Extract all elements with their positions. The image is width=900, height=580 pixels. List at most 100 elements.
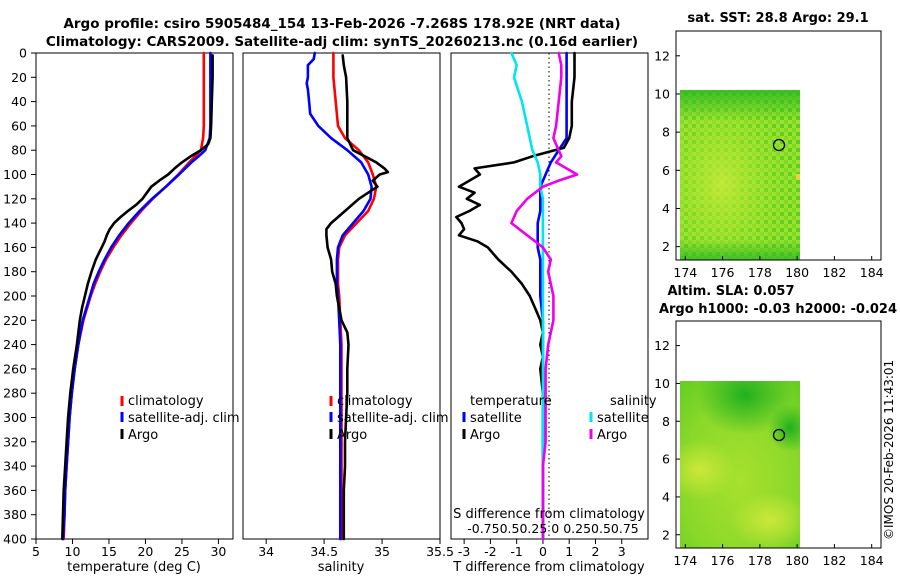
map-y-tick-label: 2 <box>662 527 670 542</box>
depth-tick-label: 220 <box>3 313 27 328</box>
map-x-tick-label: 184 <box>860 553 884 568</box>
map-x-tick-label: 176 <box>711 265 735 280</box>
map-x-tick-label: 180 <box>785 553 809 568</box>
map-y-tick-label: 10 <box>654 376 670 391</box>
sla-map-title: Altim. SLA: 0.057 <box>668 284 795 299</box>
x-tick-label: 20 <box>137 544 153 559</box>
s-difference-ticklabels: -0.750.50.25 0 0.250.50.75 <box>467 521 639 536</box>
x-tick-label: -3 <box>458 544 470 559</box>
map-y-tick-label: 12 <box>654 338 670 353</box>
depth-tick-label: 300 <box>3 410 27 425</box>
sla-map-ticks: 174 176 178 180 182 184 2 4 6 8 10 12 <box>654 338 884 568</box>
legend-label-climatology: climatology <box>128 394 204 409</box>
depth-tick-label: 260 <box>3 361 27 376</box>
sst-heatmap <box>680 90 800 260</box>
x-tick-label: 35.5 <box>426 544 454 559</box>
depth-tick-label: 240 <box>3 337 27 352</box>
difference-x-axis: -3 -2 -1 0 1 2 3 <box>458 539 626 559</box>
map-x-tick-label: 178 <box>748 553 772 568</box>
series-line-s-argo <box>510 51 579 541</box>
legend-group-salinity: salinity <box>610 394 657 409</box>
map-y-tick-label: 2 <box>662 239 670 254</box>
map-x-tick-label: 182 <box>822 265 846 280</box>
title-line1: Argo profile: csiro 5905484_154 13-Feb-2… <box>63 16 620 32</box>
legend-label-s-satellite: satellite <box>597 411 649 426</box>
map-x-tick-label: 182 <box>822 553 846 568</box>
legend-label-s-argo: Argo <box>597 428 627 443</box>
sst-map-title: sat. SST: 28.8 Argo: 29.1 <box>687 11 868 26</box>
depth-tick-label: 120 <box>3 191 27 206</box>
temperature-panel: 0 20 40 60 80 100 120 140 160 180 200 220 240 260 280 3… <box>3 46 239 576</box>
x-tick-label: 35 <box>374 544 390 559</box>
legend-group-temperature: temperature <box>470 394 552 409</box>
legend-label-satellite: satellite-adj. clim <box>128 411 240 426</box>
x-tick-label: 30 <box>210 544 226 559</box>
legend-label-t-argo: Argo <box>470 428 500 443</box>
temperature-xlabel: temperature (deg C) <box>67 560 201 575</box>
map-x-tick-label: 178 <box>748 265 772 280</box>
x-tick-label: 25 <box>174 544 190 559</box>
map-y-tick-label: 8 <box>662 414 670 429</box>
depth-tick-label: 340 <box>3 459 27 474</box>
legend-label-t-satellite: satellite <box>470 411 522 426</box>
map-y-tick-label: 6 <box>662 163 670 178</box>
series-line-argo <box>325 54 390 541</box>
map-y-tick-label: 4 <box>662 489 670 504</box>
x-tick-label: 0 <box>539 544 547 559</box>
series-line-argo <box>61 54 214 541</box>
depth-tick-label: 180 <box>3 264 27 279</box>
x-tick-label: 15 <box>101 544 117 559</box>
sst-axes-frame <box>675 30 882 261</box>
map-x-tick-label: 174 <box>673 553 697 568</box>
map-x-tick-label: 176 <box>711 553 735 568</box>
sst-argo-marker <box>772 138 786 152</box>
depth-tick-label: 80 <box>11 143 27 158</box>
sla-high-area-south <box>730 492 800 548</box>
sla-map-subtitle: Argo h1000: -0.03 h2000: -0.024 <box>659 302 897 317</box>
legend-label-climatology: climatology <box>337 394 413 409</box>
temperature-legend: climatology satellite-adj. clim Argo <box>120 394 240 443</box>
map-y-tick-label: 10 <box>654 86 670 101</box>
salinity-legend: climatology satellite-adj. clim Argo <box>329 394 449 443</box>
depth-tick-label: 400 <box>3 532 27 547</box>
series-line-satellite-adj-clim <box>305 51 373 541</box>
map-y-tick-label: 6 <box>662 452 670 467</box>
map-x-tick-label: 180 <box>785 265 809 280</box>
depth-tick-label: 160 <box>3 240 27 255</box>
salinity-x-axis: 34 34.5 35 35.5 <box>258 539 454 559</box>
depth-tick-label: 280 <box>3 386 27 401</box>
x-tick-label: 3 <box>618 544 626 559</box>
series-line-s-satellite <box>510 51 545 541</box>
sla-low-area-east <box>768 404 800 452</box>
depth-tick-label: 100 <box>3 167 27 182</box>
sst-map-ticks: 174 176 178 180 182 184 2 4 6 8 10 12 <box>654 48 884 280</box>
sst-warm-spot <box>796 174 800 180</box>
depth-axis: 0 20 40 60 80 100 120 140 160 180 200 220 240 260 280 3… <box>3 46 36 547</box>
map-x-tick-label: 184 <box>860 265 884 280</box>
x-tick-label: 2 <box>591 544 599 559</box>
sla-axes-frame <box>675 320 882 549</box>
salinity-xlabel: salinity <box>318 560 365 575</box>
salinity-panel: 34 34.5 35 35.5 salinity climatology satell… <box>242 51 454 575</box>
legend-label-argo: Argo <box>128 428 158 443</box>
x-tick-label: -2 <box>484 544 496 559</box>
map-y-tick-label: 8 <box>662 125 670 140</box>
map-y-tick-label: 4 <box>662 201 670 216</box>
s-difference-label: S difference from climatology <box>453 507 645 522</box>
x-tick-label: 5 <box>32 544 40 559</box>
depth-tick-label: 320 <box>3 434 27 449</box>
depth-tick-label: 0 <box>19 46 27 61</box>
temperature-x-axis: 5 10 15 20 25 30 <box>32 539 226 559</box>
sst-cool-edges <box>680 90 800 260</box>
depth-tick-label: 360 <box>3 483 27 498</box>
map-y-tick-label: 12 <box>654 48 670 63</box>
depth-tick-label: 140 <box>3 216 27 231</box>
sla-high-area <box>680 440 735 500</box>
title-line2: Climatology: CARS2009. Satellite-adj cli… <box>46 34 638 50</box>
depth-tick-label: 60 <box>11 118 27 133</box>
depth-tick-label: 200 <box>3 289 27 304</box>
difference-panel: -3 -2 -1 0 1 2 3 T difference from climatology… <box>450 51 657 575</box>
difference-legend: temperature salinity satellite Argo sate… <box>462 394 657 443</box>
x-tick-label: 34 <box>258 544 274 559</box>
